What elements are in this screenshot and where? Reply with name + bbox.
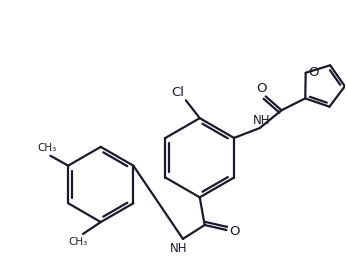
Text: Cl: Cl [171,86,185,99]
Text: O: O [256,82,267,95]
Text: CH₃: CH₃ [38,143,57,153]
Text: CH₃: CH₃ [68,237,88,247]
Text: O: O [229,226,240,238]
Text: O: O [308,66,319,79]
Text: NH: NH [170,242,188,255]
Text: NH: NH [253,114,270,127]
